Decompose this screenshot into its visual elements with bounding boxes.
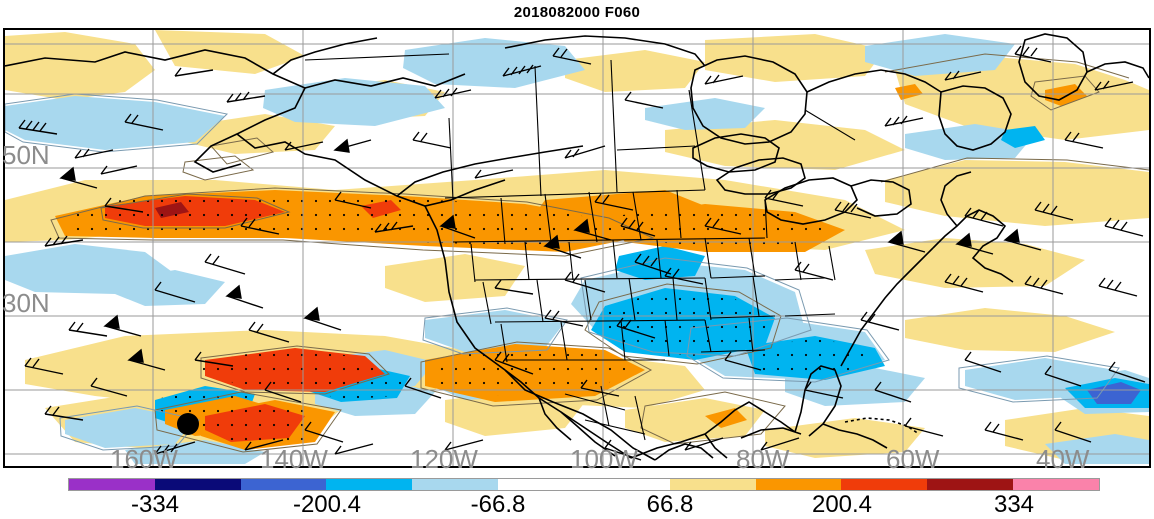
colorbar-tick-labels: -334 -200.4 -66.8 66.8 200.4 334 bbox=[0, 491, 1154, 518]
colorbar bbox=[68, 478, 1100, 491]
colorbar-tick: -200.4 bbox=[292, 491, 362, 518]
colorbar-segment bbox=[69, 479, 155, 490]
colorbar-segment bbox=[154, 479, 241, 490]
colorbar-segment bbox=[240, 479, 327, 490]
colorbar-segment bbox=[412, 479, 499, 490]
wind-barbs bbox=[18, 45, 1146, 461]
colorbar-segment bbox=[755, 479, 842, 490]
coastlines bbox=[5, 33, 1149, 461]
colorbar-segment bbox=[326, 479, 413, 490]
colorbar-segment bbox=[841, 479, 928, 490]
colorbar-segment bbox=[927, 479, 1014, 490]
colorbar-tick: -66.8 bbox=[470, 491, 526, 518]
colorbar-segment bbox=[1013, 479, 1099, 490]
colorbar-tick: 200.4 bbox=[811, 491, 873, 518]
anomaly-shading bbox=[5, 30, 1149, 464]
colorbar-segment bbox=[498, 479, 584, 490]
page-title: 2018082000 F060 bbox=[513, 4, 641, 21]
map-canvas bbox=[5, 30, 1149, 466]
colorbar-tick: 334 bbox=[993, 491, 1035, 518]
storm-center-marker bbox=[177, 413, 199, 435]
colorbar-segment bbox=[583, 479, 670, 490]
map-panel bbox=[3, 28, 1151, 468]
state-boundaries bbox=[304, 53, 856, 441]
colorbar-segment bbox=[669, 479, 756, 490]
colorbar-tick: 66.8 bbox=[646, 491, 694, 518]
colorbar-tick: -334 bbox=[130, 491, 180, 518]
